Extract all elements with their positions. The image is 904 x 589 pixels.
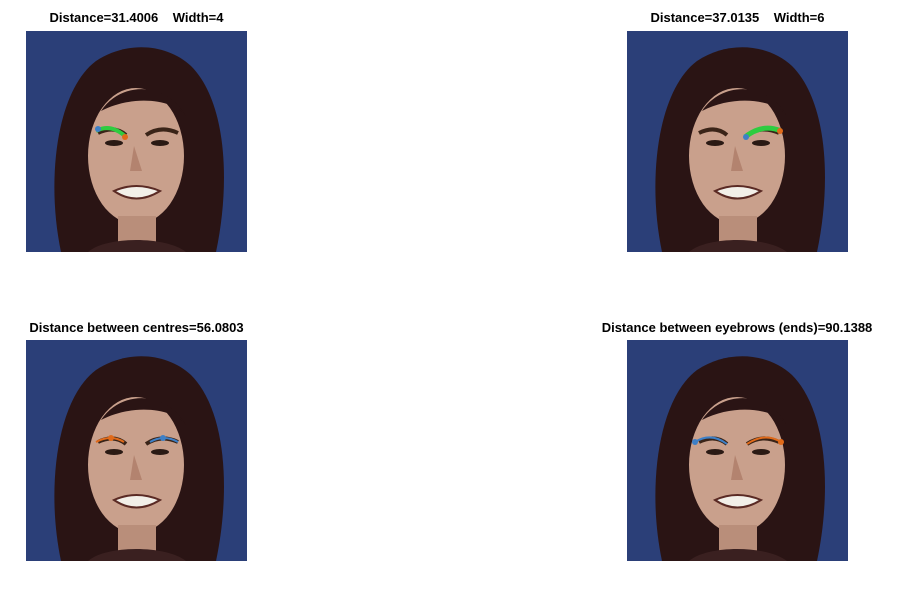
face-svg-4 xyxy=(627,340,848,561)
face-svg-2 xyxy=(627,31,848,252)
panel-2-face-image xyxy=(627,31,848,252)
panel-4-title: Distance between eyebrows (ends)=90.1388 xyxy=(601,320,873,335)
panel-1-title: Distance=31.4006 Width=4 xyxy=(49,10,224,25)
left-brow-end-overlay xyxy=(694,436,728,445)
panel-3-title: Distance between centres=56.0803 xyxy=(29,320,244,335)
panel-1-face-image xyxy=(26,31,247,252)
face-svg-1 xyxy=(26,31,247,252)
right-brow-end-overlay xyxy=(746,436,782,445)
panel-2-title: Distance=37.0135 Width=6 xyxy=(650,10,825,25)
panel-3-face-image xyxy=(26,340,247,561)
face-svg-3 xyxy=(26,340,247,561)
panel-4-face-image xyxy=(627,340,848,561)
